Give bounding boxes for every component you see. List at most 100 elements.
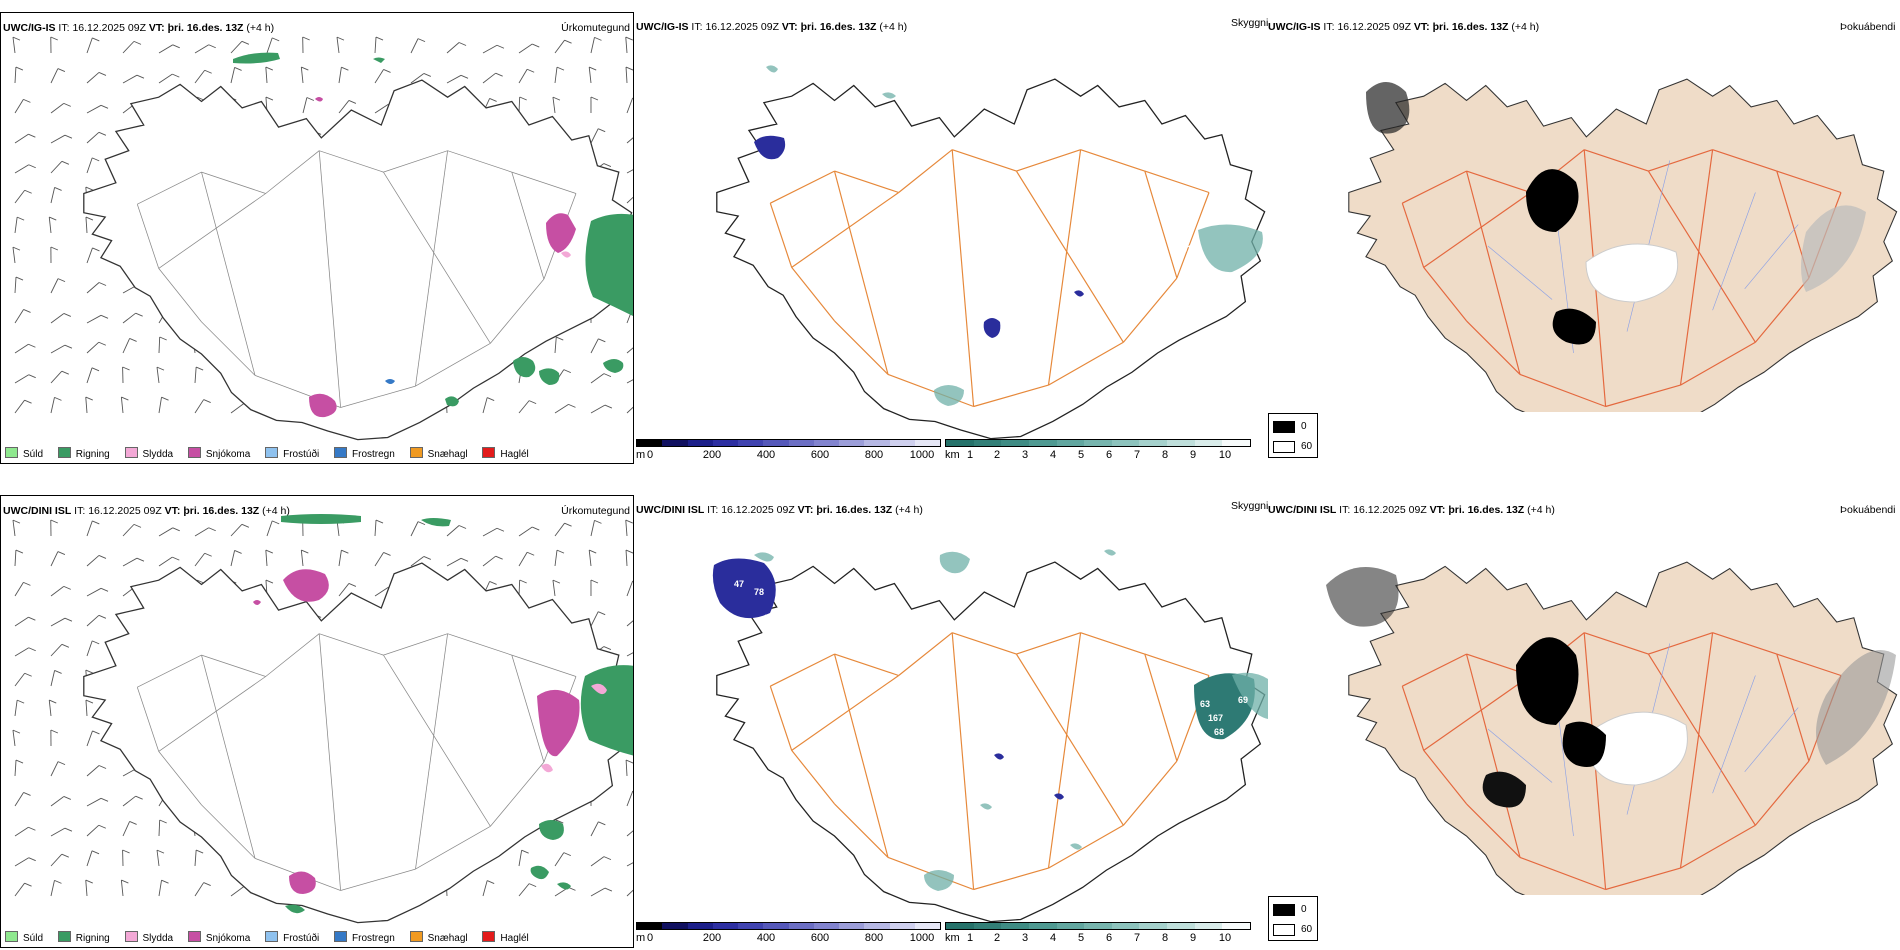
precip-sleet-cells xyxy=(561,251,571,258)
visibility-tick: 8 xyxy=(1161,932,1169,944)
height-colorbar: m 0 200 400 600 800 1000 xyxy=(636,922,941,946)
height-label: 69 xyxy=(1238,695,1248,705)
panel-header: UWC/IG-IS IT: 16.12.2025 09Z VT: þri. 16… xyxy=(636,21,908,33)
visibility-panel-top: UWC/IG-IS IT: 16.12.2025 09Z VT: þri. 16… xyxy=(634,12,1268,464)
height-colorbar-strip xyxy=(636,439,941,447)
visibility-tick: 3 xyxy=(1021,932,1029,944)
panel-header: UWC/DINI ISL IT: 16.12.2025 09Z VT: þri.… xyxy=(636,504,923,516)
legend-swatch xyxy=(5,931,18,942)
legend-item: Haglél xyxy=(482,931,529,944)
panel-header: UWC/DINI ISL IT: 16.12.2025 09Z VT: þri.… xyxy=(1268,504,1555,516)
precip-snow-cells xyxy=(253,569,580,894)
visibility-colorbar: km 1 2 3 4 5 6 7 8 9 10 xyxy=(945,922,1251,946)
height-colorbar-strip xyxy=(636,922,941,930)
panel-type-label: Þokuábendi xyxy=(1840,21,1896,33)
legend-swatch xyxy=(265,447,279,458)
precip-rain-cells xyxy=(233,52,633,407)
fog-legend-white-label: 60 xyxy=(1301,441,1313,452)
visibility-map: 47 78 82 19 63 167 68 203 69 11 57 xyxy=(712,549,1268,923)
legend-item: Rigning xyxy=(57,931,110,944)
fog-legend-white xyxy=(1273,441,1295,453)
legend-swatch xyxy=(482,447,496,458)
fog-legend-black xyxy=(1273,904,1295,916)
legend-item: Súld xyxy=(5,931,43,944)
visibility-tick: 9 xyxy=(1189,449,1197,461)
legend-item: Frostúði xyxy=(265,447,319,460)
visibility-unit: km xyxy=(945,932,960,944)
legend-swatch xyxy=(124,447,138,458)
legend-swatch xyxy=(265,931,279,942)
visibility-unit: km xyxy=(945,449,960,461)
visibility-tick: 1 xyxy=(966,449,974,461)
height-labels: 47 78 82 19 63 167 68 203 69 11 57 xyxy=(734,579,1248,769)
legend-swatch xyxy=(57,447,71,458)
ceiling-cells xyxy=(754,135,1084,338)
height-colorbar: m 0 200 400 600 800 1000 xyxy=(636,439,941,463)
height-label: 78 xyxy=(754,587,764,597)
fog-panel-top: UWC/IG-IS IT: 16.12.2025 09Z VT: þri. 16… xyxy=(1266,12,1900,412)
legend-item: Frostúði xyxy=(265,931,319,944)
visibility-map: 410 xyxy=(716,65,1266,440)
legend-swatch xyxy=(187,931,201,942)
iceland-outline xyxy=(716,78,1266,440)
iceland-outline xyxy=(716,561,1266,923)
fog-map xyxy=(1326,561,1898,895)
precip-type-legend: Súld Rigning Slydda Snjókoma Frostúði Fr… xyxy=(5,447,541,460)
precip-type-legend: Súld Rigning Slydda Snjókoma Frostúði Fr… xyxy=(5,931,541,944)
visibility-tick: 10 xyxy=(1218,932,1232,944)
legend-swatch xyxy=(187,447,201,458)
height-tick: 400 xyxy=(756,932,776,944)
height-label: 11 xyxy=(1226,755,1236,765)
legend-swatch xyxy=(5,447,18,458)
visibility-tick: 9 xyxy=(1189,932,1197,944)
precip-map xyxy=(12,514,633,924)
legend-item: Haglél xyxy=(482,447,529,460)
visibility-tick: 2 xyxy=(993,449,1001,461)
height-label: 19 xyxy=(784,619,794,629)
fog-legend-bottom: 0 60 xyxy=(1268,896,1318,941)
visibility-tick: 4 xyxy=(1049,449,1057,461)
fog-legend-white-label: 60 xyxy=(1301,924,1313,935)
legend-item: Snæhagl xyxy=(409,931,468,944)
height-tick: 600 xyxy=(810,932,830,944)
legend-item: Frostregn xyxy=(334,447,395,460)
panel-type-label: Úrkomutegund xyxy=(561,22,630,34)
fog-cells xyxy=(1366,82,1866,345)
height-tick: 200 xyxy=(702,449,722,461)
height-tick: 600 xyxy=(810,449,830,461)
precip-snow-cells xyxy=(309,97,576,418)
legend-item: Snjókoma xyxy=(187,447,250,460)
height-label: 63 xyxy=(1200,699,1210,709)
visibility-tick: 10 xyxy=(1218,449,1232,461)
fog-legend-black xyxy=(1273,421,1295,433)
height-label: 47 xyxy=(734,579,744,589)
height-label: 82 xyxy=(764,613,774,623)
visibility-colorbar-strip xyxy=(945,439,1251,447)
visibility-tick: 8 xyxy=(1161,449,1169,461)
panel-type-label: Skyggni xyxy=(1231,17,1268,29)
precip-sleet-cells xyxy=(541,683,607,773)
panel-header: UWC/DINI ISL IT: 16.12.2025 09Z VT: þri.… xyxy=(3,505,290,517)
height-tick: 800 xyxy=(864,932,884,944)
height-tick: 1000 xyxy=(909,932,935,944)
fog-legend-top: 0 60 xyxy=(1268,413,1318,458)
legend-item: Snjókoma xyxy=(187,931,250,944)
legend-item: Slydda xyxy=(124,447,173,460)
fog-legend-white xyxy=(1273,924,1295,936)
legend-item: Frostregn xyxy=(334,931,395,944)
height-label: 410 xyxy=(1182,244,1197,254)
legend-swatch xyxy=(334,931,348,942)
height-unit: m xyxy=(636,449,646,461)
visibility-tick: 5 xyxy=(1077,932,1085,944)
iceland-outline xyxy=(83,79,633,441)
precip-freezing-cells xyxy=(385,379,395,384)
visibility-tick: 7 xyxy=(1133,449,1141,461)
road-network xyxy=(136,633,577,891)
visibility-tick: 3 xyxy=(1021,449,1029,461)
height-tick: 0 xyxy=(646,449,654,461)
panel-type-label: Úrkomutegund xyxy=(561,505,630,517)
road-network xyxy=(769,632,1210,891)
precip-map xyxy=(12,36,633,441)
height-tick: 0 xyxy=(646,932,654,944)
visibility-cells xyxy=(754,549,1268,891)
